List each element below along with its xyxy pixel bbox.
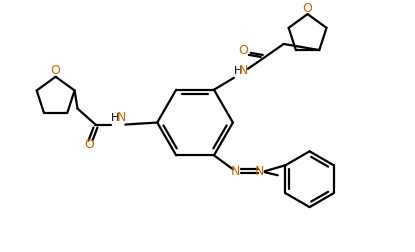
Text: N: N <box>239 64 249 77</box>
Text: N: N <box>117 111 126 124</box>
Text: O: O <box>238 44 248 57</box>
Text: H: H <box>111 113 120 122</box>
Text: O: O <box>51 64 61 77</box>
Text: O: O <box>303 2 312 15</box>
Text: O: O <box>85 138 95 151</box>
Text: N: N <box>255 165 264 178</box>
Text: H: H <box>234 66 242 76</box>
Text: N: N <box>231 165 241 178</box>
